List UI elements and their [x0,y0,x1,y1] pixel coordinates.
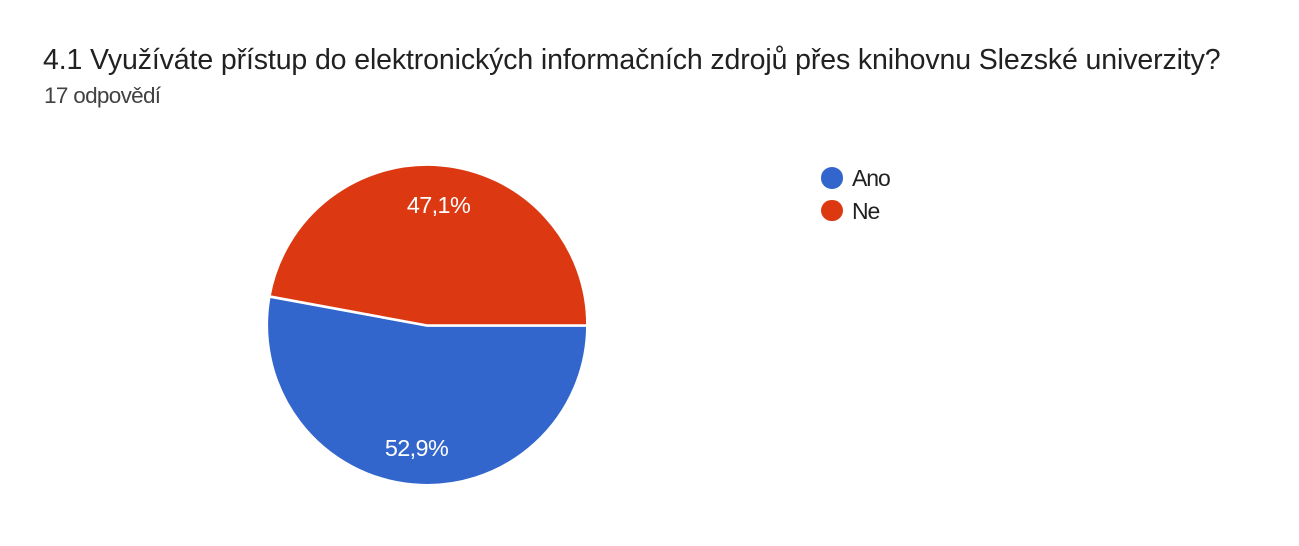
svg-text:47,1%: 47,1% [407,192,470,218]
svg-text:52,9%: 52,9% [385,435,448,461]
